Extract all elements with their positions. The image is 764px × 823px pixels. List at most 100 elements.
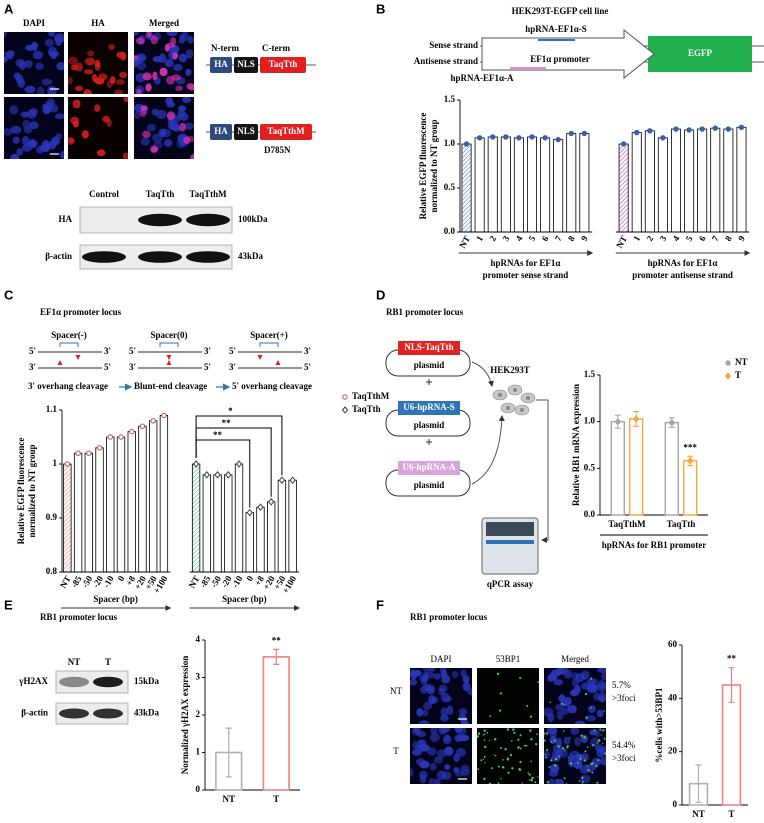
focus [558,755,560,758]
focus [564,749,566,752]
focus [519,747,522,750]
focus [500,746,503,749]
nucleus [454,734,464,742]
image-header: Merged [149,18,179,28]
cell-nucleus [498,393,502,397]
cleavage-label: 3' overhang cleavage [28,381,108,391]
x-tick-label: 3 [500,234,511,243]
bar [540,137,551,233]
point [647,128,653,134]
focus [548,766,551,768]
error-bar [273,648,280,665]
focus [483,758,485,760]
nucleus [547,673,558,682]
construct-domain [210,57,232,73]
nucleus [444,763,451,771]
focus [566,746,569,749]
focus [565,783,568,784]
point [268,498,275,506]
spacer-label: Spacer(-) [51,330,87,340]
focus [590,762,594,765]
group-label: promoter antisense strand [632,270,733,280]
panel-label: B [376,1,385,16]
point [463,141,470,147]
point [673,126,679,132]
x-tick-label: 7 [553,234,564,243]
cut-site [75,355,81,360]
micrograph [68,32,128,94]
nucleus [24,85,36,94]
stain [190,154,194,159]
nucleus [22,119,31,129]
bar [461,143,472,233]
blot-size: 100kDa [238,214,268,224]
band [59,708,89,719]
focus [578,780,581,782]
nucleus [178,53,188,63]
nucleus [570,688,580,697]
point [341,406,349,414]
point [235,460,243,468]
x-tick-label: NT [457,234,472,250]
domain-label: HA [214,59,228,69]
nucleus [47,85,57,94]
point [75,450,81,456]
strand-end: 3' [29,362,36,372]
lane-label: T [105,657,111,667]
reporter-label: EGFP [688,48,713,58]
nucleus [59,151,64,159]
point [542,135,548,141]
nucleus [416,708,424,717]
x-axis-label: hpRNAs for RB1 promoter [602,540,706,550]
point [712,125,718,131]
focus [488,782,492,784]
nucleus [418,720,430,724]
bar [84,452,93,573]
nucleus [4,32,8,38]
lane-label: TaqTthM [189,189,227,199]
point [503,134,509,140]
band [93,708,123,719]
focus [507,771,510,774]
foci-label: >3foci [612,753,636,763]
focus [519,760,522,764]
bar [245,512,254,573]
focus [494,755,497,757]
domain-label: TaqTthM [267,126,305,136]
nucleus [580,774,591,784]
bar [683,460,698,516]
nucleus [24,60,33,69]
promoter-label: EF1α promoter [530,54,590,64]
focus [498,709,502,712]
bar [629,418,644,516]
significance: ** [213,430,223,440]
point [687,457,694,465]
focus [545,754,547,756]
focus [590,706,593,709]
strand-end: 5' [204,362,211,372]
focus [595,764,598,768]
point [118,434,124,440]
nucleus [563,736,571,745]
nucleus [544,750,551,759]
nucleus [16,148,23,156]
point [660,135,666,141]
stain [172,52,178,60]
micrograph [477,668,539,724]
nucleus [54,113,64,120]
nucleus [48,32,56,37]
stain [115,79,125,85]
bar [213,474,222,573]
point [257,503,264,511]
bar [527,136,537,233]
y-tick-label: 0.8 [46,566,58,576]
y-tick-label: 1.1 [46,404,58,414]
qpcr-stripe [486,540,534,544]
focus [567,757,569,759]
focus [502,758,504,761]
nucleus [580,670,590,680]
spacer-bracket [59,342,79,347]
strand-label: Sense strand [429,40,478,50]
stain [188,84,194,91]
strand-end: 5' [229,346,236,356]
